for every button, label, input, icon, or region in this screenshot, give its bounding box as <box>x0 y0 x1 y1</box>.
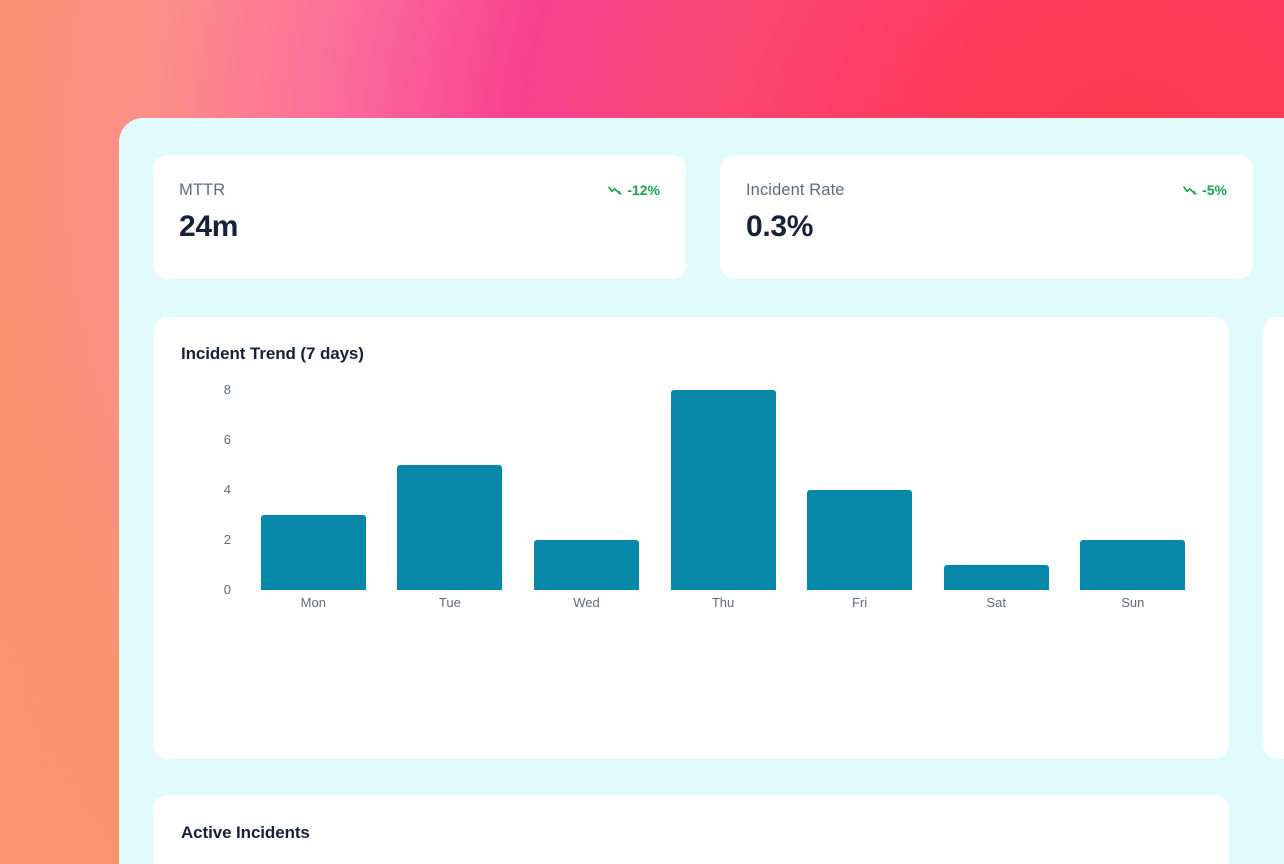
chart-x-axis: Mon Tue Wed Thu Fri Sat Sun <box>245 593 1201 613</box>
x-axis-tick-wed: Wed <box>573 595 600 610</box>
bar-mon[interactable] <box>260 515 366 590</box>
y-axis-tick: 6 <box>223 432 231 447</box>
x-axis-tick-tue: Tue <box>438 595 461 610</box>
panel-row: Incident Trend (7 days) 8 6 4 2 0 <box>153 317 1284 759</box>
incident-trend-chart: 8 6 4 2 0 Mon Tue <box>181 383 1201 620</box>
active-incidents-card: Active Incidents <box>153 795 1229 864</box>
kpi-delta-badge: -12% <box>608 180 660 200</box>
x-axis-tick-sat: Sat <box>986 595 1006 610</box>
y-axis-tick: 8 <box>223 382 231 397</box>
kpi-value: 0.3% <box>746 210 814 243</box>
bar-slot <box>1064 390 1201 590</box>
incident-trend-card: Incident Trend (7 days) 8 6 4 2 0 <box>153 317 1229 759</box>
y-axis-tick: 2 <box>223 532 231 547</box>
y-axis-tick: 4 <box>223 482 231 497</box>
trend-down-icon <box>608 185 623 194</box>
kpi-card-row: MTTR -12% 24m Incident Rate <box>153 155 1284 279</box>
kpi-card-header: MTTR -12% <box>179 180 660 200</box>
kpi-delta-badge: -5% <box>1183 180 1227 200</box>
chart-title: Incident Trend (7 days) <box>181 344 364 363</box>
bar-thu[interactable] <box>670 390 776 590</box>
dashboard-panel: MTTR -12% 24m Incident Rate <box>119 118 1284 864</box>
bar-slot <box>928 390 1065 590</box>
x-axis-tick-thu: Thu <box>711 595 735 610</box>
bar-slot <box>382 390 519 590</box>
kpi-label: MTTR <box>179 181 226 199</box>
x-axis-tick-sun: Sun <box>1121 595 1145 610</box>
chart-y-axis: 8 6 4 2 0 <box>181 383 245 597</box>
y-axis-tick: 0 <box>223 582 231 597</box>
bar-sun[interactable] <box>1080 540 1186 590</box>
bar-slot <box>655 390 792 590</box>
trend-down-icon <box>1183 185 1197 194</box>
bar-tue[interactable] <box>397 465 503 590</box>
bar-slot <box>518 390 655 590</box>
bar-slot <box>791 390 928 590</box>
chart-plot-area <box>245 390 1201 590</box>
kpi-card-mttr[interactable]: MTTR -12% 24m <box>153 155 686 279</box>
bar-sat[interactable] <box>943 565 1049 590</box>
kpi-value: 24m <box>179 210 239 243</box>
active-incidents-title: Active Incidents <box>181 823 310 842</box>
kpi-delta-value: -12% <box>627 182 660 198</box>
side-panel-truncated <box>1263 317 1284 759</box>
kpi-delta-value: -5% <box>1202 182 1227 198</box>
x-axis-tick-mon: Mon <box>300 595 326 610</box>
bottom-row: Active Incidents <box>153 795 1284 864</box>
bar-fri[interactable] <box>807 490 913 590</box>
kpi-card-incident-rate[interactable]: Incident Rate -5% 0.3% <box>720 155 1253 279</box>
kpi-card-header: Incident Rate -5% <box>746 180 1227 200</box>
bar-slot <box>245 390 382 590</box>
x-axis-tick-fri: Fri <box>852 595 868 610</box>
bar-wed[interactable] <box>533 540 639 590</box>
kpi-label: Incident Rate <box>746 181 845 199</box>
